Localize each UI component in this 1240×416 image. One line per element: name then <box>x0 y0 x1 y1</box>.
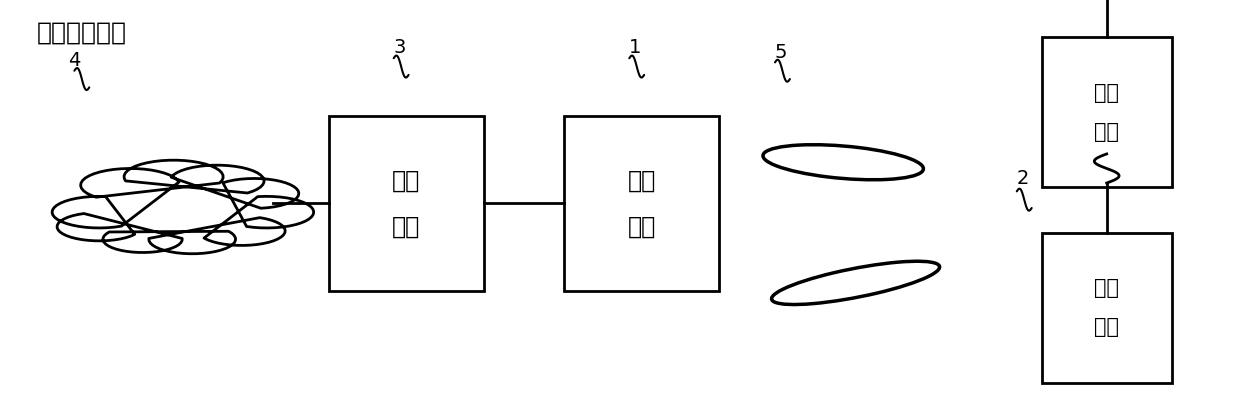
Ellipse shape <box>763 145 924 180</box>
Text: 无线: 无线 <box>627 169 656 193</box>
Text: 基站: 基站 <box>627 215 656 238</box>
Text: 无线通信系统: 无线通信系统 <box>37 21 128 45</box>
Text: 终端: 终端 <box>1094 122 1120 142</box>
Text: 2: 2 <box>1017 169 1029 188</box>
Text: 1: 1 <box>630 38 641 57</box>
Text: 上位: 上位 <box>392 169 420 193</box>
Text: 装置: 装置 <box>392 215 420 238</box>
Bar <box>564 116 719 291</box>
Text: 4: 4 <box>68 51 81 70</box>
Text: 3: 3 <box>394 38 405 57</box>
Text: 无线: 无线 <box>1094 278 1120 298</box>
Bar <box>1042 37 1172 187</box>
Bar <box>1042 233 1172 383</box>
Text: 5: 5 <box>775 42 787 62</box>
Text: 无线: 无线 <box>1094 83 1120 103</box>
Bar <box>329 116 484 291</box>
Text: 终端: 终端 <box>1094 317 1120 337</box>
Ellipse shape <box>771 261 940 305</box>
